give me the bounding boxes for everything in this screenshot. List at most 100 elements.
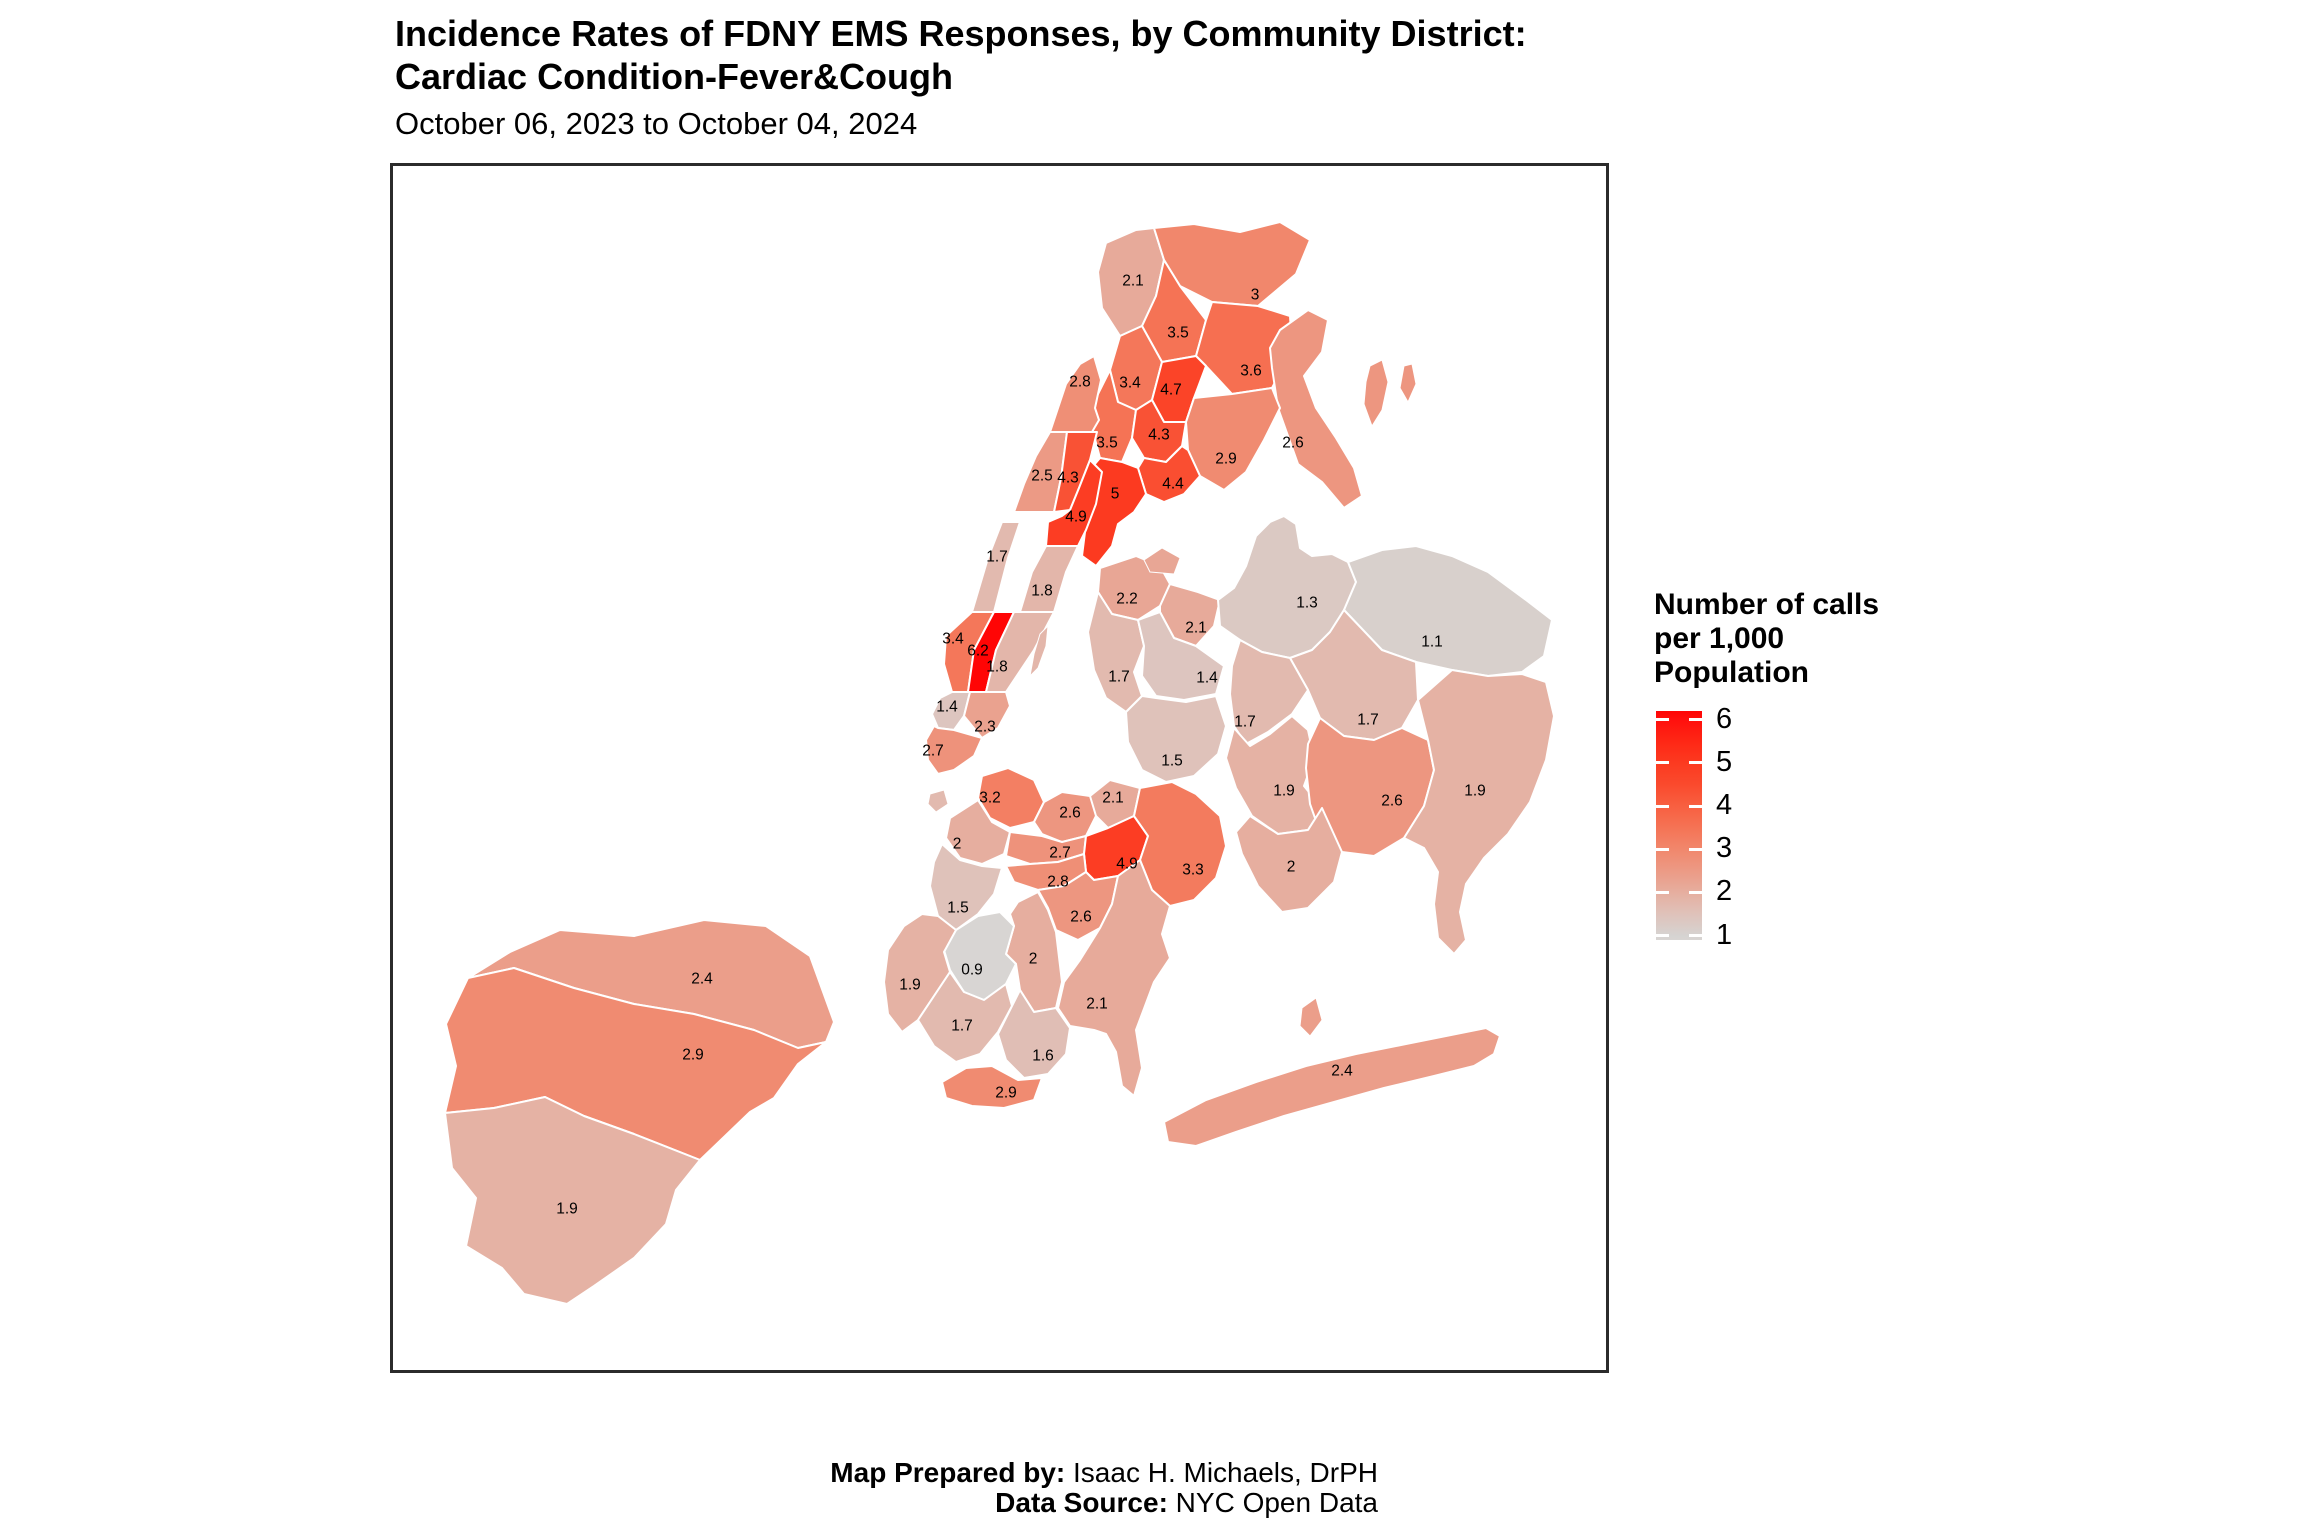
legend-gradient-bar: [1656, 711, 1702, 940]
district-value-label-mn5: 6.2: [967, 643, 989, 660]
legend-tick-mark: [1656, 847, 1669, 851]
district-shape-qn13: [1403, 669, 1555, 955]
district-shape-mn3: [963, 691, 1011, 739]
district-value-label-bx2: 4.4: [1162, 476, 1184, 493]
district-value-label-qn3: 2.1: [1185, 620, 1207, 637]
legend-tick-mark: [1689, 804, 1702, 808]
district-value-label-mn4: 3.4: [942, 631, 964, 648]
district-shape-qn10: [1235, 807, 1343, 913]
district-shape-bk10: [883, 913, 957, 1033]
district-value-label-bx10: 2.6: [1282, 435, 1304, 452]
legend-title: Number of calls per 1,000 Population: [1654, 588, 1879, 690]
district-shape-qn5: [1125, 695, 1227, 783]
district-shape-hart-island: [1399, 363, 1417, 403]
caption-data-source-label: Data Source:: [995, 1487, 1168, 1518]
district-value-label-qn10: 2: [1287, 859, 1296, 876]
district-shape-mn1: [925, 725, 983, 775]
district-value-label-qn9: 1.9: [1273, 783, 1295, 800]
district-shape-bk6: [929, 843, 1003, 931]
legend-tick-label-5: 5: [1716, 745, 1733, 778]
district-value-label-mn1: 2.7: [922, 743, 944, 760]
district-value-label-bk4: 2.1: [1102, 790, 1124, 807]
chart-title-line1: Incidence Rates of FDNY EMS Responses, b…: [395, 13, 1527, 54]
legend-tick-label-1: 1: [1716, 918, 1733, 951]
chart-subtitle: October 06, 2023 to October 04, 2024: [395, 106, 918, 141]
legend-title-line1: Number of calls: [1654, 588, 1880, 621]
district-value-label-qn5: 1.5: [1161, 753, 1183, 770]
district-value-label-si2: 2.9: [682, 1047, 704, 1064]
district-value-label-bk15: 1.6: [1032, 1048, 1054, 1065]
caption-data-source: Data Source: NYC Open Data: [578, 1488, 1378, 1518]
district-value-label-qn8: 1.7: [1357, 712, 1379, 729]
district-value-label-qn6: 1.7: [1234, 714, 1256, 731]
district-value-label-bx1: 5: [1111, 486, 1120, 503]
legend-tick-label-3: 3: [1716, 832, 1733, 865]
nyc-choropleth-map: 2.133.53.63.4 4.72.62.93.5 4.34.452.82.5 4.…: [444, 221, 1555, 1305]
district-value-label-qn1: 2.2: [1116, 591, 1138, 608]
district-value-label-mn8: 1.8: [1031, 583, 1053, 600]
legend-tick-mark: [1689, 890, 1702, 894]
district-shape-bx10: [1269, 309, 1363, 509]
district-shape-bx9: [1185, 387, 1281, 491]
district-value-label-bk18: 2.1: [1086, 996, 1108, 1013]
legend-tick-label-4: 4: [1716, 788, 1733, 821]
district-shape-bk13: [941, 1065, 1043, 1109]
district-value-label-qn14: 2.4: [1331, 1063, 1353, 1080]
legend-tick-mark: [1656, 934, 1669, 938]
legend-tick-mark: [1656, 718, 1669, 722]
district-value-label-bx4: 3.5: [1096, 435, 1118, 452]
caption-prepared-by: Map Prepared by: Isaac H. Michaels, DrPH: [578, 1458, 1378, 1488]
district-value-label-bk11: 1.7: [951, 1018, 973, 1035]
district-shape-mn12: [1049, 355, 1102, 433]
district-shape-qn4: [1137, 611, 1225, 701]
legend-tick-mark: [1656, 890, 1669, 894]
district-shape-bk5: [1133, 781, 1227, 907]
district-value-label-mn9: 2.5: [1031, 468, 1053, 485]
district-value-label-mn2: 1.4: [936, 699, 958, 716]
district-value-label-bk6: 1.5: [947, 900, 969, 917]
district-value-label-bk9: 2.8: [1047, 874, 1069, 891]
district-value-label-bk8: 2.7: [1049, 845, 1071, 862]
chart-title-line2: Cardiac Condition-Fever&Cough: [395, 56, 954, 97]
district-value-label-mn11: 4.9: [1065, 509, 1087, 526]
district-value-label-bk5: 3.3: [1182, 862, 1204, 879]
district-shape-bk11: [917, 971, 1013, 1063]
district-value-label-bk10: 1.9: [899, 977, 921, 994]
district-value-label-qn4: 1.4: [1196, 670, 1218, 687]
district-shape-roosevelt-island: [1029, 625, 1049, 677]
district-value-label-bk3: 2.6: [1059, 805, 1081, 822]
district-value-label-bx9: 2.9: [1215, 451, 1237, 468]
caption-data-source-value: NYC Open Data: [1167, 1487, 1378, 1518]
district-value-label-bk14: 2: [1029, 951, 1038, 968]
district-value-label-qn12: 2.6: [1381, 793, 1403, 810]
district-value-label-bx5: 3.4: [1119, 375, 1141, 392]
district-shape-bk18: [1057, 859, 1171, 1097]
district-shape-broad-channel: [1299, 997, 1323, 1037]
district-value-label-bx7: 3.5: [1167, 325, 1189, 342]
district-value-label-qn13: 1.9: [1464, 783, 1486, 800]
legend-title-line3: Population: [1654, 656, 1809, 689]
district-value-label-bx8: 2.1: [1122, 273, 1144, 290]
district-shape-bk2: [945, 799, 1011, 865]
district-shape-qn14: [1163, 1027, 1501, 1147]
district-value-label-si3: 1.9: [556, 1201, 578, 1218]
legend-tick-mark: [1689, 761, 1702, 765]
caption-prepared-by-value: Isaac H. Michaels, DrPH: [1065, 1457, 1378, 1488]
legend-tick-mark: [1689, 847, 1702, 851]
district-value-label-bk13: 2.9: [995, 1085, 1017, 1102]
district-value-label-si1: 2.4: [691, 971, 713, 988]
district-value-label-qn2: 1.7: [1108, 669, 1130, 686]
legend-tick-label-2: 2: [1716, 875, 1733, 908]
legend-tick-mark: [1656, 804, 1669, 808]
district-shape-governors-island: [927, 789, 949, 813]
district-value-label-bk12: 0.9: [961, 962, 983, 979]
district-value-label-bx11: 3.6: [1240, 363, 1262, 380]
district-value-label-qn7: 1.3: [1296, 595, 1318, 612]
chart-title: Incidence Rates of FDNY EMS Responses, b…: [395, 12, 1527, 98]
district-shape-bx2: [1137, 445, 1201, 503]
legend-tick-mark: [1689, 934, 1702, 938]
district-shape-mn8: [1019, 545, 1079, 613]
legend-tick-mark: [1656, 761, 1669, 765]
legend-tick-label-6: 6: [1716, 702, 1733, 735]
